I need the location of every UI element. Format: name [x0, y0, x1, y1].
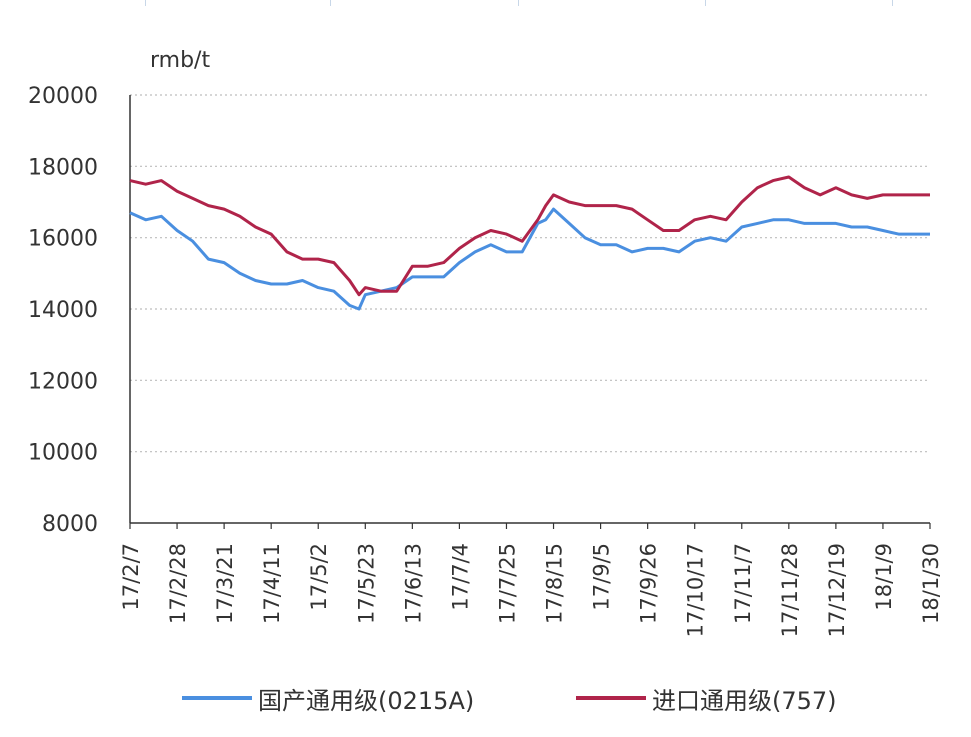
x-tick-label: 17/2/7: [119, 543, 143, 611]
series-line-import: [129, 175, 930, 297]
x-tick-label: 17/2/28: [166, 543, 190, 624]
x-tick-label: 17/8/15: [543, 543, 567, 624]
x-tick-label: 17/10/17: [684, 543, 708, 637]
legend-item-import: 进口通用级(757): [576, 678, 837, 718]
series-line-domestic: [129, 207, 930, 311]
y-tick-label: 14000: [28, 298, 98, 323]
top-divider: [705, 0, 706, 6]
y-tick-label: 12000: [28, 369, 98, 394]
x-tick-label: 17/5/2: [307, 543, 331, 611]
y-tick-label: 8000: [42, 512, 98, 537]
x-tick-label: 18/1/9: [872, 543, 896, 611]
y-tick-label: 10000: [28, 441, 98, 466]
x-tick-label: 17/9/26: [637, 543, 661, 624]
x-tick-label: 17/9/5: [590, 543, 614, 611]
top-divider: [892, 0, 893, 6]
top-divider: [518, 0, 519, 6]
legend-swatch-import: [576, 696, 646, 700]
y-unit-label: rmb/t: [150, 48, 211, 73]
y-tick-label: 16000: [28, 227, 98, 252]
x-tick-label: 17/5/23: [354, 543, 378, 624]
x-tick-label: 17/12/19: [825, 543, 849, 637]
x-tick-label: 17/11/7: [731, 543, 755, 624]
legend-label-import: 进口通用级(757): [652, 686, 837, 715]
x-tick-label: 17/11/28: [778, 543, 802, 637]
x-tick-label: 17/3/21: [213, 543, 237, 624]
legend-swatch-domestic: [182, 696, 252, 700]
legend-label-domestic: 国产通用级(0215A): [258, 686, 475, 715]
y-tick-label: 18000: [28, 155, 98, 180]
x-tick-label: 18/1/30: [919, 543, 943, 624]
x-tick-label: 17/7/25: [495, 543, 519, 624]
top-divider: [330, 0, 331, 6]
x-tick-label: 17/6/13: [401, 543, 425, 624]
x-tick-label: 17/4/11: [260, 543, 284, 624]
x-tick-label: 17/7/4: [448, 543, 472, 611]
y-tick-label: 20000: [28, 84, 98, 109]
legend-item-domestic: 国产通用级(0215A): [182, 678, 474, 718]
top-divider: [145, 0, 146, 6]
